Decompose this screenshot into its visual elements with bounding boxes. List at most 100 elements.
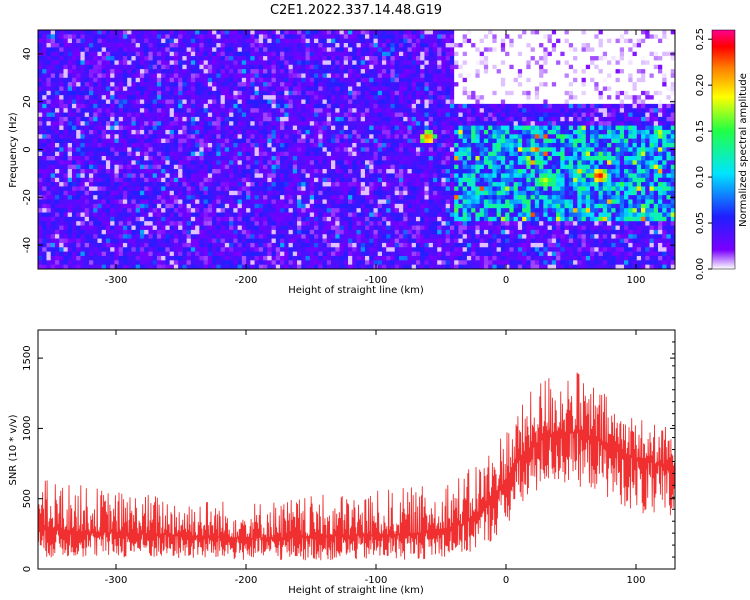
- heatmap-cell: [110, 103, 115, 109]
- heatmap-cell: [199, 147, 205, 153]
- heatmap-cell: [309, 138, 315, 144]
- heatmap-cell: [135, 103, 141, 109]
- heatmap-cell: [352, 56, 357, 61]
- heatmap-cell: [127, 264, 132, 269]
- heatmap-cell: [369, 208, 374, 213]
- heatmap-cell: [80, 90, 86, 96]
- heatmap-cell: [178, 164, 183, 170]
- heatmap-cell: [331, 77, 336, 83]
- heatmap-cell: [271, 77, 277, 83]
- heatmap-cell: [229, 199, 234, 205]
- heatmap-cell: [318, 212, 323, 218]
- heatmap-cell: [207, 138, 213, 144]
- heatmap-cell: [135, 47, 141, 53]
- heatmap-cell: [105, 116, 111, 122]
- heatmap-cell: [84, 121, 90, 126]
- heatmap-cell: [301, 216, 306, 222]
- heatmap-cell: [241, 173, 247, 179]
- heatmap-cell: [233, 64, 238, 70]
- heatmap-cell: [263, 238, 268, 244]
- heatmap-cell: [339, 69, 345, 74]
- heatmap-cell: [135, 108, 141, 113]
- heatmap-cell: [394, 151, 400, 157]
- heatmap-cell: [190, 156, 196, 161]
- heatmap-cell: [224, 234, 230, 239]
- heatmap-cell: [190, 173, 196, 179]
- heatmap-cell: [343, 203, 349, 209]
- heatmap-cell: [237, 116, 243, 122]
- heatmap-cell: [267, 34, 272, 40]
- heatmap-cell: [390, 151, 396, 157]
- heatmap-cell: [352, 103, 357, 109]
- heatmap-cell: [254, 142, 260, 148]
- heatmap-cell: [360, 116, 366, 122]
- heatmap-cell: [224, 64, 230, 70]
- heatmap-cell: [186, 43, 192, 48]
- heatmap-cell: [339, 151, 345, 157]
- heatmap-cell: [178, 260, 183, 266]
- heatmap-cell: [407, 64, 413, 70]
- heatmap-cell: [254, 173, 260, 179]
- heatmap-cell: [403, 229, 408, 235]
- heatmap-cell: [381, 103, 387, 109]
- heatmap-cell: [420, 186, 425, 192]
- heatmap-cell: [237, 164, 243, 170]
- heatmap-cell: [360, 95, 366, 100]
- heatmap-cell: [229, 112, 234, 118]
- heatmap-cell: [403, 82, 408, 87]
- heatmap-cell: [407, 47, 413, 53]
- heatmap-cell: [360, 90, 366, 96]
- heatmap-cell: [403, 260, 408, 266]
- heatmap-cell: [339, 121, 345, 126]
- heatmap-cell: [165, 260, 171, 266]
- heatmap-cell: [348, 142, 353, 148]
- heatmap-cell: [309, 251, 315, 257]
- heatmap-cell: [156, 186, 162, 192]
- heatmap-cell: [237, 121, 243, 126]
- heatmap-cell: [390, 173, 396, 179]
- heatmap-cell: [339, 234, 345, 239]
- heatmap-cell: [267, 69, 272, 74]
- heatmap-cell: [139, 225, 145, 231]
- heatmap-cell: [254, 77, 260, 83]
- heatmap-cell: [246, 56, 251, 61]
- heatmap-cell: [67, 182, 73, 187]
- heatmap-cell: [195, 142, 200, 148]
- heatmap-cell: [105, 164, 111, 170]
- heatmap-cell: [314, 216, 319, 222]
- heatmap-cell: [199, 234, 205, 239]
- heatmap-cell: [288, 56, 294, 61]
- heatmap-cell: [131, 173, 137, 179]
- heatmap-cell: [258, 247, 264, 253]
- heatmap-cell: [275, 216, 281, 222]
- heatmap-cell: [415, 242, 421, 248]
- heatmap-cell: [152, 64, 158, 70]
- heatmap-cell: [305, 208, 311, 213]
- heatmap-cell: [352, 138, 357, 144]
- heatmap-cell: [420, 160, 425, 166]
- heatmap-cell: [275, 138, 281, 144]
- heatmap-cell: [267, 47, 272, 53]
- heatmap-cell: [377, 169, 383, 174]
- heatmap-cell: [352, 73, 357, 79]
- heatmap-cell: [122, 160, 128, 166]
- heatmap-cell: [88, 125, 94, 131]
- heatmap-cell: [88, 34, 94, 40]
- heatmap-cell: [301, 90, 306, 96]
- heatmap-cell: [305, 86, 311, 92]
- heatmap-cell: [76, 203, 81, 209]
- heatmap-cell: [195, 264, 200, 269]
- heatmap-cell: [190, 182, 196, 187]
- heatmap-cell: [152, 229, 158, 235]
- heatmap-cell: [339, 173, 345, 179]
- heatmap-cell: [118, 86, 124, 92]
- heatmap-cell: [343, 147, 349, 153]
- heatmap-cell: [420, 121, 425, 126]
- heatmap-cell: [173, 190, 179, 196]
- heatmap-cell: [178, 60, 183, 66]
- heatmap-cell: [110, 34, 115, 40]
- heatmap-cell: [356, 212, 362, 218]
- heatmap-cell: [411, 221, 417, 226]
- heatmap-cell: [335, 125, 340, 131]
- heatmap-cell: [148, 264, 154, 269]
